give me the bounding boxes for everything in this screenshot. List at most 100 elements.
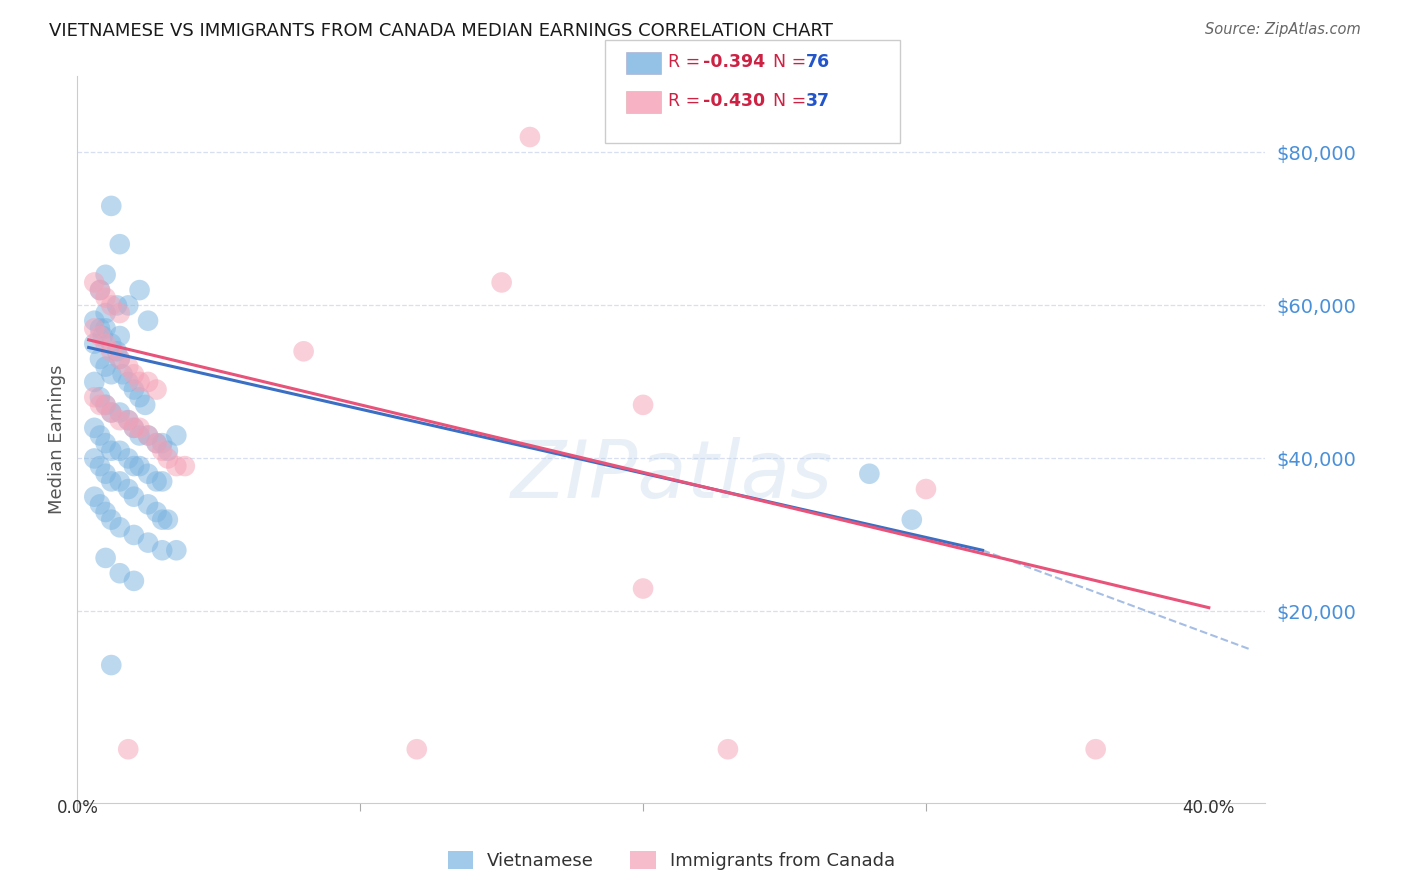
Point (100, 336, 122, 351)
Point (156, 451, 179, 466)
Point (1084, 742, 1107, 756)
Point (117, 359, 139, 374)
Point (100, 405, 122, 419)
Point (94, 436, 117, 450)
Point (94, 336, 117, 351)
Text: 40.0%: 40.0% (1182, 799, 1234, 817)
Point (89, 321, 111, 335)
Text: -0.394: -0.394 (703, 54, 765, 71)
Text: 76: 76 (806, 54, 830, 71)
Point (100, 298, 122, 312)
Point (83, 451, 105, 466)
Point (89, 329, 111, 343)
Point (128, 421, 150, 435)
Point (150, 443, 173, 458)
Point (111, 368, 134, 382)
Point (145, 505, 167, 519)
Point (94, 550, 117, 565)
Point (94, 359, 117, 374)
Point (94, 505, 117, 519)
Text: N =: N = (773, 92, 813, 110)
Point (858, 467, 880, 481)
Point (901, 513, 924, 527)
Point (122, 528, 145, 542)
Point (717, 742, 740, 756)
Point (136, 467, 159, 481)
Point (94, 268, 117, 282)
Point (405, 742, 427, 756)
Point (631, 398, 654, 412)
Point (89, 351, 111, 366)
Text: Source: ZipAtlas.com: Source: ZipAtlas.com (1205, 22, 1361, 37)
Point (150, 475, 173, 489)
Point (94, 398, 117, 412)
Legend: Vietnamese, Immigrants from Canada: Vietnamese, Immigrants from Canada (440, 844, 903, 878)
Point (156, 513, 179, 527)
Point (117, 413, 139, 427)
Point (89, 283, 111, 297)
Point (83, 375, 105, 389)
Point (83, 390, 105, 404)
Point (100, 658, 122, 673)
Point (108, 520, 131, 534)
Point (173, 459, 195, 474)
Text: VIETNAMESE VS IMMIGRANTS FROM CANADA MEDIAN EARNINGS CORRELATION CHART: VIETNAMESE VS IMMIGRANTS FROM CANADA MED… (49, 22, 834, 40)
Point (136, 428, 159, 442)
Point (83, 276, 105, 290)
Point (145, 436, 167, 450)
Point (83, 314, 105, 328)
Point (136, 497, 159, 511)
Point (94, 291, 117, 305)
Point (136, 428, 159, 442)
Point (108, 351, 131, 366)
Point (117, 298, 139, 312)
Point (89, 459, 111, 474)
Point (100, 443, 122, 458)
Point (89, 283, 111, 297)
Point (122, 574, 145, 588)
Point (100, 513, 122, 527)
Point (631, 582, 654, 596)
Point (117, 375, 139, 389)
Point (94, 321, 117, 335)
Point (108, 405, 131, 419)
Point (128, 390, 150, 404)
Point (165, 428, 187, 442)
Point (519, 130, 541, 145)
Point (89, 398, 111, 412)
Point (915, 482, 938, 496)
Point (128, 428, 150, 442)
Point (165, 459, 187, 474)
Point (89, 497, 111, 511)
Point (122, 368, 145, 382)
Text: R =: R = (668, 54, 706, 71)
Text: 0.0%: 0.0% (56, 799, 98, 817)
Point (108, 475, 131, 489)
Point (100, 405, 122, 419)
Point (105, 298, 128, 312)
Point (491, 276, 513, 290)
Point (94, 306, 117, 320)
Point (150, 543, 173, 558)
Point (122, 421, 145, 435)
Point (108, 413, 131, 427)
Y-axis label: Median Earnings: Median Earnings (48, 365, 66, 514)
Point (108, 237, 131, 252)
Point (128, 459, 150, 474)
Point (165, 543, 187, 558)
Point (117, 413, 139, 427)
Text: 37: 37 (806, 92, 830, 110)
Text: R =: R = (668, 92, 706, 110)
Point (128, 375, 150, 389)
Point (91, 329, 114, 343)
Point (117, 451, 139, 466)
Point (100, 199, 122, 213)
Point (108, 306, 131, 320)
Point (100, 344, 122, 359)
Point (117, 742, 139, 756)
Point (83, 421, 105, 435)
Point (89, 390, 111, 404)
Point (100, 475, 122, 489)
Point (89, 428, 111, 442)
Point (136, 314, 159, 328)
